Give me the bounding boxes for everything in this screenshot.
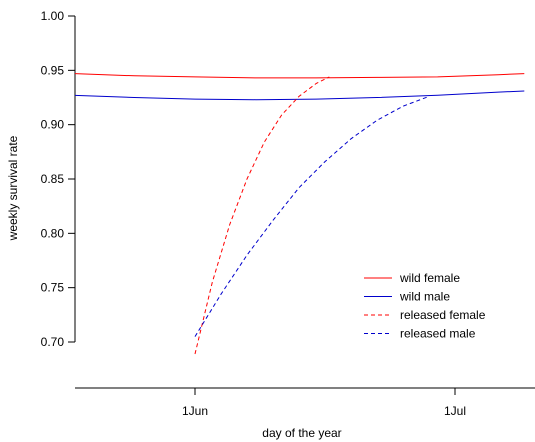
x-tick-label: 1Jul [444, 404, 466, 418]
legend-label: released female [400, 308, 486, 322]
y-tick-label: 0.80 [41, 226, 65, 240]
y-axis-title: weekly survival rate [6, 135, 20, 241]
y-tick-label: 0.75 [41, 281, 65, 295]
series-line-wild-female [75, 73, 525, 79]
y-tick-label: 0.90 [41, 118, 65, 132]
y-tick-label: 0.85 [41, 172, 65, 186]
y-tick-label: 0.95 [41, 63, 65, 77]
y-tick-label: 0.70 [41, 335, 65, 349]
legend: wild female wild male released female relea… [364, 271, 486, 341]
x-tick-label: 1Jun [182, 404, 208, 418]
y-tick-label: 1.00 [41, 9, 65, 23]
series-line-released-female [194, 76, 330, 355]
legend-label: released male [400, 327, 476, 341]
legend-label: wild female [399, 271, 460, 285]
series-line-wild-male [75, 90, 525, 101]
x-axis-title: day of the year [262, 426, 341, 440]
legend-label: wild male [399, 290, 450, 304]
series-line-released-male [194, 95, 430, 337]
